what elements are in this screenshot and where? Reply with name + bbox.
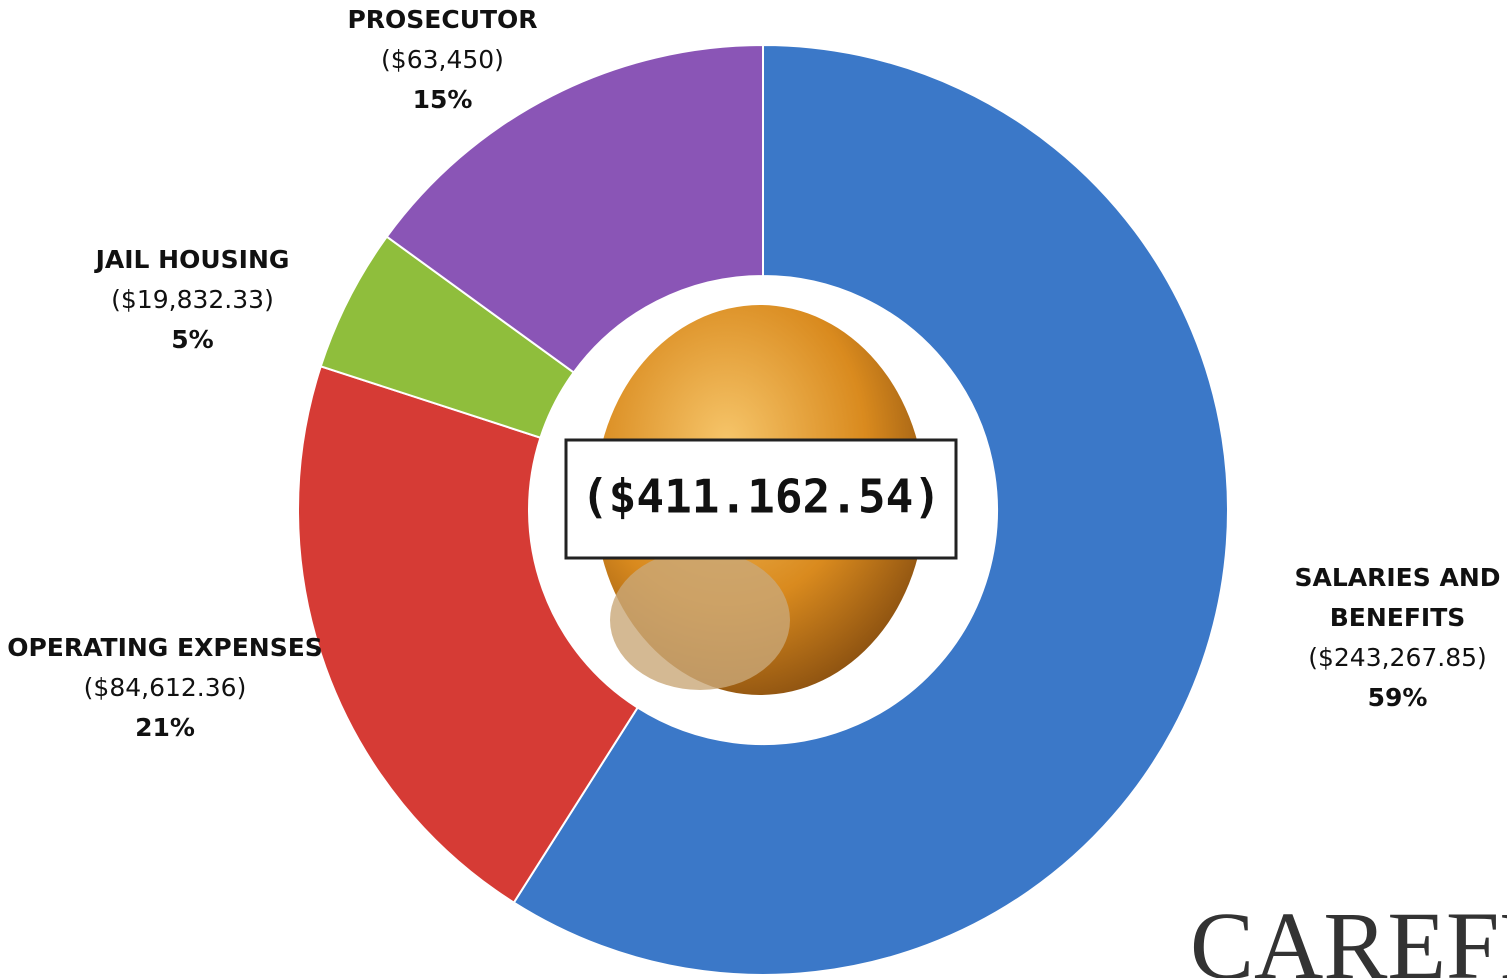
slice-label: SALARIES AND BENEFITS ($243,267.85) 59% bbox=[1290, 558, 1505, 718]
slice-label: OPERATING EXPENSES ($84,612.36) 21% bbox=[0, 628, 330, 748]
percent-label: 15% bbox=[412, 85, 473, 114]
category-name: PROSECUTOR bbox=[347, 5, 538, 34]
percent-label: 21% bbox=[135, 713, 195, 742]
amount-label: ($19,832.33) bbox=[111, 285, 274, 314]
percent-label: 59% bbox=[1367, 683, 1428, 712]
amount-label: ($243,267.85) bbox=[1308, 643, 1487, 672]
percent-label: 5% bbox=[171, 325, 214, 354]
amount-label: ($63,450) bbox=[381, 45, 504, 74]
category-name: JAIL HOUSING bbox=[95, 245, 290, 274]
watermark: CAREFR bbox=[1190, 892, 1507, 978]
nut-base bbox=[610, 550, 790, 690]
slice-label: JAIL HOUSING ($19,832.33) 5% bbox=[60, 240, 325, 360]
category-name: OPERATING EXPENSES bbox=[7, 633, 323, 662]
amount-label: ($84,612.36) bbox=[83, 673, 247, 702]
total-label: ($411.162.54) bbox=[581, 470, 941, 524]
category-name: SALARIES AND BENEFITS bbox=[1294, 563, 1501, 632]
slice-label: PROSECUTOR ($63,450) 15% bbox=[320, 0, 565, 120]
total-box bbox=[564, 438, 958, 560]
